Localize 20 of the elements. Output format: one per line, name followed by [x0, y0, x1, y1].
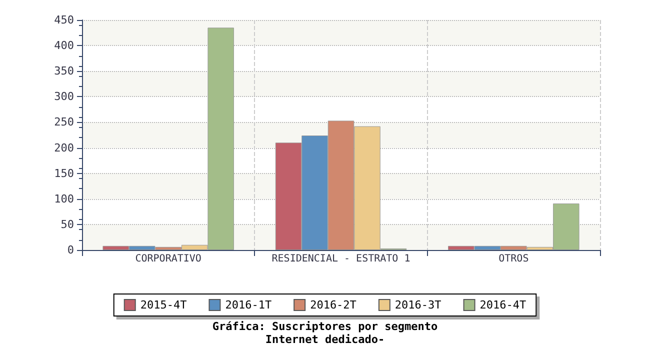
- y-tick-label: 400: [54, 39, 74, 52]
- y-tick-label: 250: [54, 116, 74, 129]
- y-tick-label: 0: [67, 244, 74, 256]
- y-tick-label: 350: [54, 64, 74, 78]
- legend-label: 2015-4T: [140, 298, 188, 312]
- y-tick-label: 200: [54, 141, 74, 154]
- y-tick-label: 100: [54, 192, 74, 206]
- y-tick-label: 150: [54, 166, 74, 180]
- text: Internet dedicado-: [265, 333, 385, 346]
- x-tick-label: OTROS: [498, 254, 529, 264]
- y-tick-label: 300: [54, 90, 74, 104]
- x-tick-label: CORPORATIVO: [135, 254, 202, 264]
- legend-label: 2016-1T: [225, 298, 272, 312]
- text: Gráfica: Suscriptores por segmento: [212, 320, 438, 333]
- legend-label: 2016-2T: [310, 298, 357, 312]
- legend-label: 2016-3T: [394, 298, 442, 312]
- y-tick-label: 50: [60, 218, 74, 231]
- y-tick-label: 450: [54, 14, 74, 26]
- legend-label: 2016-4T: [480, 298, 527, 312]
- x-tick-label: RESIDENCIAL - ESTRATO 1: [272, 254, 410, 264]
